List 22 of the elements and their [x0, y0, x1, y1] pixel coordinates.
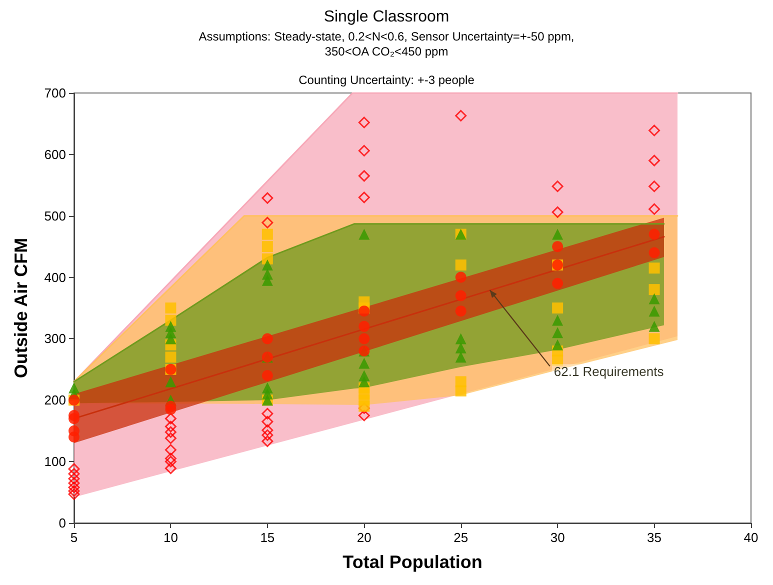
x-tick-label: 25 — [454, 530, 468, 545]
y-tick-label: 600 — [44, 146, 66, 162]
x-tick-label: 30 — [550, 530, 565, 545]
y-tick-label: 500 — [44, 208, 66, 224]
chart-subtitle: Assumptions: Steady-state, 0.2<N<0.6, Sensor Uncertainty=+-50 ppm, 350<OA CO₂<450 ppm — [198, 30, 574, 58]
y-tick-label: 700 — [44, 86, 66, 100]
y-axis-title: Outside Air CFM — [11, 238, 31, 378]
y-tick-label: 400 — [44, 270, 66, 285]
x-tick-label: 5 — [70, 530, 78, 545]
x-axis-title: Total Population — [342, 552, 482, 572]
y-tick-label: 200 — [44, 392, 66, 408]
x-tick-label: 10 — [163, 530, 178, 545]
y-tick-label: 300 — [44, 331, 66, 346]
x-tick-label: 15 — [260, 530, 275, 545]
y-tick-label: 100 — [44, 454, 66, 470]
x-tick-label: 20 — [356, 530, 372, 545]
chart-title: Single Classroom — [324, 8, 450, 26]
text: Counting Uncertainty: +-3 people — [298, 73, 475, 87]
annotation: 62.1 Requirements — [554, 364, 664, 380]
x-tick-label: 40 — [744, 530, 758, 545]
y-tick-label: 0 — [58, 516, 66, 530]
x-tick-label: 35 — [647, 530, 662, 545]
